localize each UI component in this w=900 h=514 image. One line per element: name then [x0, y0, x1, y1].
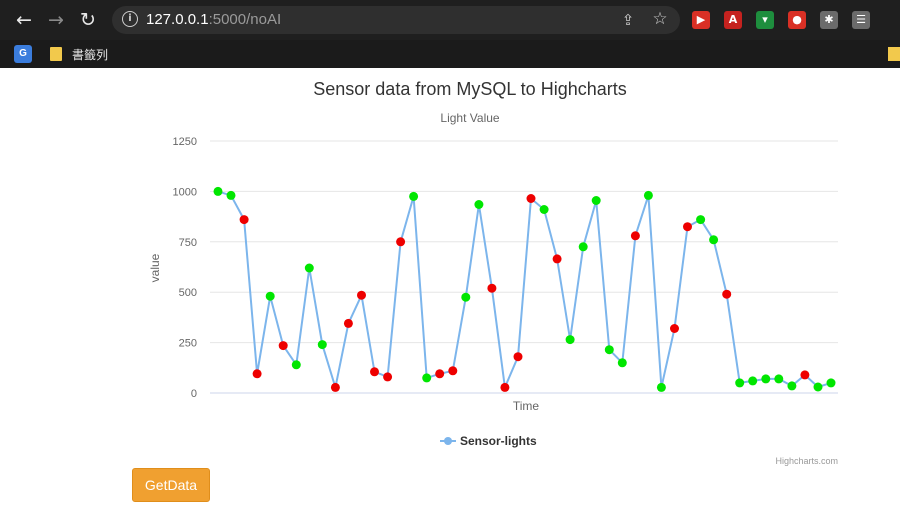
y-tick-label: 1000 — [173, 186, 197, 198]
data-point[interactable] — [239, 215, 249, 225]
shield-extension-icon[interactable]: ▾ — [756, 11, 774, 29]
data-point[interactable] — [761, 374, 771, 384]
data-point[interactable] — [330, 382, 340, 392]
data-point[interactable] — [487, 283, 497, 293]
folder-icon[interactable] — [50, 47, 62, 61]
data-point[interactable] — [643, 190, 653, 200]
y-axis-title: value — [148, 253, 162, 282]
data-point[interactable] — [409, 191, 419, 201]
data-point[interactable] — [735, 378, 745, 388]
data-point[interactable] — [343, 318, 353, 328]
browser-toolbar: ← → ↻ i 127.0.0.1:5000/noAI ⇪ ☆ ▶ A ▾ ● ✱ ☰ — [0, 0, 900, 40]
y-tick-label: 0 — [191, 388, 197, 400]
reload-icon[interactable]: ↻ — [80, 9, 96, 31]
highcharts-chart: Sensor data from MySQL to Highcharts Lig… — [148, 79, 838, 466]
bookmarks-bar: G 書籤列 — [0, 40, 900, 68]
translate-icon[interactable]: G — [14, 45, 32, 63]
data-point[interactable] — [265, 291, 275, 301]
bookmark-star-icon[interactable]: ☆ — [652, 9, 668, 29]
data-point[interactable] — [291, 360, 301, 370]
data-point[interactable] — [800, 370, 810, 380]
data-point[interactable] — [461, 292, 471, 302]
data-point[interactable] — [813, 382, 823, 392]
data-point[interactable] — [696, 215, 706, 225]
url-host: 127.0.0.1 — [146, 11, 209, 28]
url-text[interactable]: 127.0.0.1:5000/noAI — [146, 11, 281, 28]
legend-label: Sensor-lights — [460, 434, 537, 448]
data-point[interactable] — [213, 186, 223, 196]
red-circle-extension-icon[interactable]: ● — [788, 11, 806, 29]
data-point[interactable] — [748, 376, 758, 386]
share-icon[interactable]: ⇪ — [621, 11, 635, 29]
data-point[interactable] — [552, 254, 562, 264]
pdf-icon[interactable]: A — [724, 11, 742, 29]
other-bookmarks-folder-icon[interactable] — [888, 47, 900, 61]
chart-title: Sensor data from MySQL to Highcharts — [313, 79, 626, 99]
data-point[interactable] — [774, 374, 784, 384]
data-point[interactable] — [565, 335, 575, 345]
url-path: :5000/noAI — [208, 11, 282, 28]
puzzle-icon[interactable]: ✱ — [820, 11, 838, 29]
series-line — [217, 190, 832, 392]
bookmarks-folder-label[interactable]: 書籤列 — [72, 48, 109, 62]
get-data-button[interactable]: GetData — [132, 468, 210, 502]
data-point[interactable] — [617, 358, 627, 368]
data-point[interactable] — [357, 290, 366, 300]
data-point[interactable] — [474, 200, 484, 209]
chart-subtitle: Light Value — [440, 111, 499, 125]
data-point[interactable] — [709, 235, 719, 245]
grid-lines — [210, 140, 838, 394]
data-point[interactable] — [722, 289, 732, 299]
data-point[interactable] — [435, 369, 445, 379]
legend-item[interactable]: Sensor-lights — [440, 434, 537, 448]
data-point[interactable] — [370, 367, 379, 377]
series-markers — [213, 186, 836, 392]
y-tick-label: 500 — [179, 287, 197, 299]
data-point[interactable] — [448, 366, 458, 376]
data-point[interactable] — [526, 194, 536, 203]
y-axis-labels: 0 250 500 750 1000 1250 — [173, 136, 197, 400]
legend-marker — [444, 437, 452, 445]
reading-list-icon[interactable]: ☰ — [852, 11, 870, 29]
data-point[interactable] — [513, 352, 523, 362]
data-point[interactable] — [304, 263, 314, 273]
data-point[interactable] — [630, 231, 640, 241]
data-point[interactable] — [604, 345, 614, 355]
data-point[interactable] — [578, 242, 588, 252]
data-point[interactable] — [656, 382, 666, 392]
forward-icon[interactable]: → — [48, 9, 64, 31]
y-tick-label: 750 — [179, 237, 197, 249]
y-tick-label: 250 — [179, 338, 197, 350]
data-point[interactable] — [422, 373, 432, 383]
data-point[interactable] — [252, 369, 262, 379]
y-tick-label: 1250 — [173, 136, 197, 148]
data-point[interactable] — [383, 372, 393, 382]
data-point[interactable] — [539, 205, 549, 214]
back-icon[interactable]: ← — [16, 9, 32, 31]
data-point[interactable] — [317, 340, 327, 350]
data-point[interactable] — [278, 341, 288, 351]
site-info-icon[interactable]: i — [122, 11, 138, 27]
data-point[interactable] — [670, 324, 679, 333]
x-axis-title: Time — [513, 399, 540, 413]
highcharts-credit[interactable]: Highcharts.com — [775, 456, 838, 466]
data-point[interactable] — [396, 237, 406, 247]
data-point[interactable] — [591, 196, 601, 205]
data-point[interactable] — [826, 378, 836, 388]
data-point[interactable] — [500, 382, 510, 392]
address-bar[interactable]: i 127.0.0.1:5000/noAI ⇪ ☆ — [112, 6, 680, 34]
extension-red-icon[interactable]: ▶ — [692, 11, 710, 29]
data-point[interactable] — [787, 381, 797, 391]
data-point[interactable] — [226, 190, 236, 200]
data-point[interactable] — [683, 222, 692, 232]
